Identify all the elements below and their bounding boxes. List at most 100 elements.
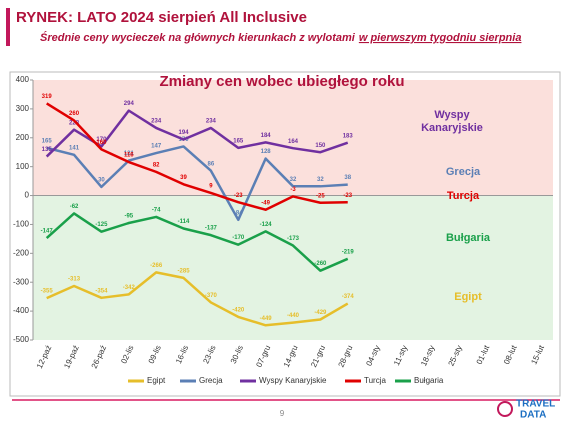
y-tick-label: -300 <box>13 277 30 286</box>
slide-title: RYNEK: LATO 2024 sierpień All Inclusive <box>16 9 307 26</box>
data-label: 160 <box>96 140 107 146</box>
data-label: 141 <box>69 145 80 151</box>
x-tick-label: 19-paź <box>62 344 80 370</box>
logo-icon <box>497 401 513 417</box>
data-label: 32 <box>317 177 324 183</box>
data-label: 164 <box>288 139 299 145</box>
y-tick-label: 200 <box>16 133 30 142</box>
series-line <box>46 271 349 327</box>
y-tick-label: -400 <box>13 306 30 315</box>
data-label: 228 <box>69 120 80 126</box>
x-tick-label: 25-sty <box>447 344 464 368</box>
data-label: 184 <box>261 133 272 139</box>
legend-label: Egipt <box>147 376 166 385</box>
x-tick-label: 07-gru <box>254 344 272 369</box>
y-tick-label: -200 <box>13 248 30 257</box>
data-label: -147 <box>41 229 54 235</box>
data-label: 121 <box>124 151 135 157</box>
series-annotation: Wyspy <box>434 109 470 121</box>
data-label: 170 <box>96 137 107 143</box>
series-line <box>46 102 348 211</box>
x-tick-label: 11-sty <box>392 344 409 367</box>
data-label: 9 <box>209 184 213 190</box>
x-tick-label: 28-gru <box>337 344 355 369</box>
data-label: -23 <box>343 193 352 199</box>
legend-label: Bułgaria <box>414 376 444 385</box>
data-label: -125 <box>95 222 108 228</box>
data-label: 39 <box>180 175 187 181</box>
series-annotation: Grecja <box>446 166 481 178</box>
series-annotation: Egipt <box>454 291 482 303</box>
data-label: -420 <box>232 307 245 313</box>
data-label: -266 <box>150 263 163 269</box>
slide-subtitle: Średnie ceny wycieczek na głównych kieru… <box>40 31 521 44</box>
data-label: -374 <box>342 294 355 300</box>
data-label: -285 <box>178 268 191 274</box>
data-label: 135 <box>42 147 53 153</box>
y-tick-label: 400 <box>16 75 30 84</box>
negative-band <box>33 195 553 340</box>
data-label: -219 <box>342 249 355 255</box>
data-label: -3 <box>290 187 296 193</box>
data-label: 260 <box>69 111 80 117</box>
data-label: -74 <box>152 208 161 214</box>
data-label: -84 <box>234 210 243 216</box>
data-label: -449 <box>260 316 273 322</box>
subtitle-part: Średnie ceny wycieczek na głównych kieru… <box>40 31 356 44</box>
x-tick-label: 02-lis <box>119 344 135 365</box>
data-label: -137 <box>205 226 218 232</box>
data-label: 165 <box>233 138 244 144</box>
y-tick-label: -500 <box>13 335 30 344</box>
data-label: 128 <box>261 149 272 155</box>
data-label: -62 <box>70 204 79 210</box>
data-label: 38 <box>344 175 351 181</box>
data-label: -370 <box>205 293 218 299</box>
series-annotation: Turcja <box>447 190 480 202</box>
data-label: -260 <box>314 261 327 267</box>
y-tick-label: 300 <box>16 104 30 113</box>
data-label: 183 <box>343 133 354 139</box>
data-label: -173 <box>287 236 300 242</box>
data-label: 30 <box>98 177 105 183</box>
x-tick-label: 18-sty <box>419 344 436 368</box>
data-label: -429 <box>314 310 327 316</box>
data-label: -170 <box>232 235 245 241</box>
data-label: -23 <box>234 193 243 199</box>
data-label: -313 <box>68 277 81 283</box>
data-label: -355 <box>41 289 54 295</box>
x-tick-label: 04-sty <box>364 344 381 368</box>
series-line <box>46 145 348 222</box>
data-label: -440 <box>287 313 300 319</box>
y-tick-label: 0 <box>25 191 30 200</box>
legend-label: Turcja <box>364 376 386 385</box>
data-label: -124 <box>260 222 273 228</box>
data-label: -354 <box>95 288 108 294</box>
data-label: -342 <box>123 285 136 291</box>
legend-label: Grecja <box>199 376 223 385</box>
y-tick-label: -100 <box>13 220 30 229</box>
x-tick-label: 21-gru <box>309 344 327 369</box>
data-label: 294 <box>124 101 135 107</box>
data-label: 150 <box>315 143 326 149</box>
chart-frame <box>9 71 561 397</box>
positive-band <box>33 80 553 196</box>
data-label: 86 <box>208 161 215 167</box>
accent-bar <box>6 8 10 46</box>
data-label: 234 <box>151 119 162 125</box>
logo: DATA <box>520 410 546 421</box>
x-tick-label: 09-lis <box>147 344 163 365</box>
page-number: 9 <box>280 409 285 418</box>
logo: TRAVEL <box>516 399 555 410</box>
data-label: -49 <box>261 200 270 206</box>
x-tick-label: 01-lut <box>475 343 492 366</box>
data-label: 194 <box>179 130 190 136</box>
data-label: -25 <box>316 193 325 199</box>
y-tick-label: 100 <box>16 162 30 171</box>
subtitle-part: w pierwszym tygodniu sierpnia <box>359 32 522 44</box>
legend-label: Wyspy Kanaryjskie <box>259 376 327 385</box>
x-tick-label: 12-paź <box>35 344 53 370</box>
data-label: -114 <box>178 219 190 225</box>
x-tick-label: 16-lis <box>174 344 190 365</box>
x-tick-label: 23-lis <box>201 344 217 365</box>
